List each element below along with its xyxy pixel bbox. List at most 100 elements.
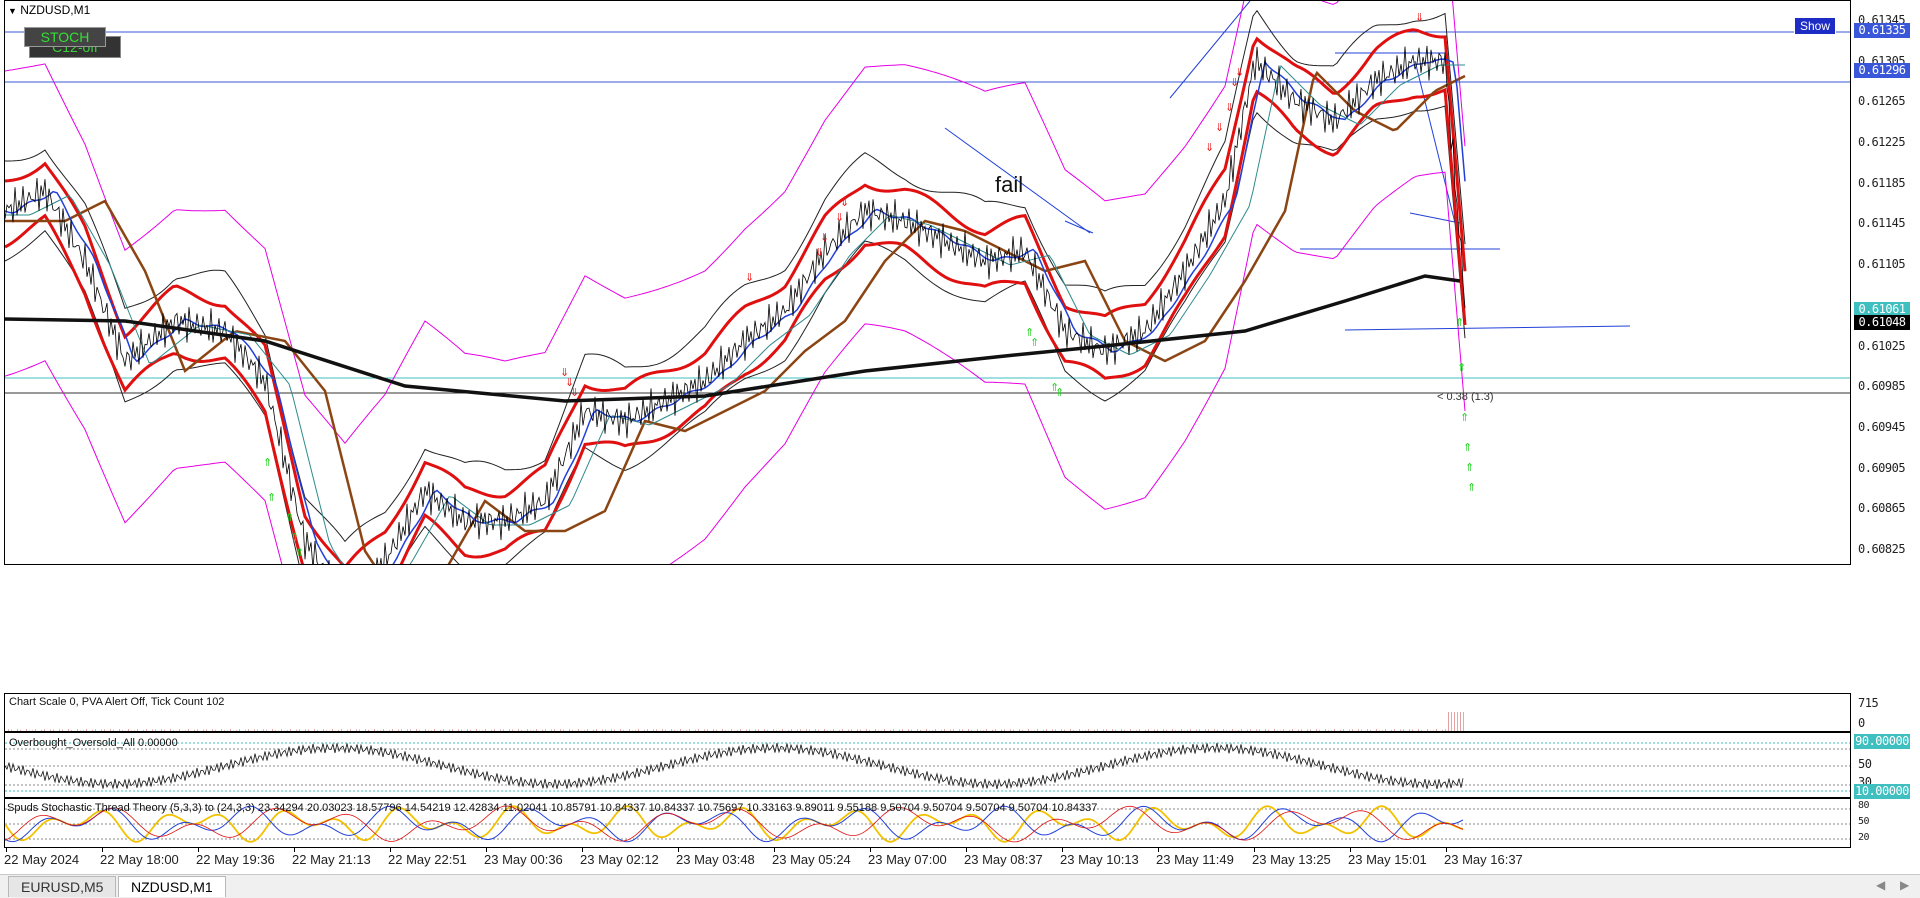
outer-band-lower: [5, 171, 1466, 564]
volume-bar: [239, 729, 240, 731]
volume-bar: [869, 729, 870, 731]
price-axis-label: 0.60985: [1858, 379, 1906, 394]
volume-bar: [1001, 729, 1002, 731]
buy-arrow-icon: ⇑: [1030, 337, 1039, 349]
volume-bar: [164, 729, 165, 731]
volume-bar: [596, 729, 597, 731]
volume-bar: [452, 729, 453, 731]
volume-bar: [323, 729, 324, 731]
volume-bar: [380, 730, 381, 731]
volume-bar: [1334, 729, 1335, 731]
volume-bar: [521, 730, 522, 731]
volume-bar: [326, 730, 327, 731]
volume-bar: [1424, 730, 1425, 731]
stoch-button[interactable]: STOCH: [24, 27, 106, 47]
volume-bar: [467, 729, 468, 731]
volume-bar: [1178, 730, 1179, 731]
time-axis-tick: [1446, 848, 1447, 852]
volume-bar: [53, 729, 54, 731]
volume-bar: [59, 729, 60, 731]
stoch-canvas: [5, 805, 1850, 843]
volume-bar: [722, 729, 723, 731]
measure-annotation: < 0.38 (1.3): [1437, 391, 1494, 403]
volume-bar: [398, 729, 399, 731]
volume-bar: [758, 729, 759, 731]
collapse-triangle-icon[interactable]: ▼: [8, 6, 17, 16]
volume-bar: [1217, 729, 1218, 731]
volume-bar: [476, 729, 477, 731]
volume-bar: [533, 730, 534, 731]
volume-bar: [407, 729, 408, 731]
volume-bar: [833, 729, 834, 731]
tab-nzdusd-m1[interactable]: NZDUSD,M1: [118, 876, 226, 897]
volume-bar: [1097, 729, 1098, 731]
volume-bar: [101, 729, 102, 731]
obos-panel[interactable]: [4, 732, 1851, 798]
volume-bar: [1136, 730, 1137, 731]
volume-bar: [827, 730, 828, 731]
outer-band-upper: [5, 1, 1466, 445]
obos-level-high-tag: 90.00000: [1854, 734, 1910, 749]
volume-bar: [1064, 729, 1065, 731]
time-axis-label: 23 May 10:13: [1060, 852, 1139, 867]
volume-bar: [974, 730, 975, 731]
volume-bar: [1373, 730, 1374, 731]
volume-bar: [1280, 730, 1281, 731]
volume-bar: [1433, 730, 1434, 731]
volume-bar: [1409, 729, 1410, 731]
volume-bar: [128, 729, 129, 731]
volume-bar: [119, 729, 120, 731]
volume-bar: [968, 729, 969, 731]
price-axis-label: 0.61185: [1858, 175, 1906, 190]
volume-bar: [1223, 729, 1224, 731]
volume-bar: [26, 729, 27, 731]
volume-bar: [671, 729, 672, 731]
volume-bar: [689, 729, 690, 731]
price-chart-canvas[interactable]: ⇑⇑⇑⇑⇑⇑⇑⇑⇑⇑⇑⇑⇑⇑⇑⇑⇑⇑⇓⇓⇓⇓⇓⇓⇓⇓⇓⇓⇓⇓⇓⇓ fail < …: [5, 1, 1851, 565]
volume-panel[interactable]: [4, 693, 1851, 732]
volume-bar: [1076, 730, 1077, 731]
volume-bar: [272, 729, 273, 731]
volume-bar: [1277, 730, 1278, 731]
volume-bar: [131, 730, 132, 731]
volume-bar: [494, 729, 495, 731]
volume-panel-title: Chart Scale 0, PVA Alert Off, Tick Count…: [9, 696, 225, 708]
volume-bar: [779, 730, 780, 731]
tab-eurusd-m5[interactable]: EURUSD,M5: [8, 876, 117, 897]
price-line: [5, 45, 1466, 564]
buy-arrow-icon: ⇑: [1465, 462, 1474, 474]
tab-scroll-left-icon[interactable]: ◀: [1876, 878, 1886, 892]
stoch-panel[interactable]: [4, 798, 1851, 848]
price-chart-panel[interactable]: ⇑⇑⇑⇑⇑⇑⇑⇑⇑⇑⇑⇑⇑⇑⇑⇑⇑⇑⇓⇓⇓⇓⇓⇓⇓⇓⇓⇓⇓⇓⇓⇓ fail < …: [4, 0, 1851, 565]
volume-bar: [365, 729, 366, 731]
volume-bar: [41, 729, 42, 731]
volume-bar: [146, 729, 147, 731]
volume-bar: [50, 729, 51, 731]
volume-bar: [500, 729, 501, 731]
volume-bar: [1034, 730, 1035, 731]
volume-bar: [818, 729, 819, 731]
volume-bar: [1376, 729, 1377, 731]
tab-scroll-right-icon[interactable]: ▶: [1900, 878, 1910, 892]
sell-arrow-icon: ⇓: [570, 387, 579, 399]
volume-bar: [950, 729, 951, 731]
volume-bar: [470, 729, 471, 731]
volume-bar: [110, 729, 111, 731]
volume-bar: [1181, 729, 1182, 731]
volume-bar: [1010, 729, 1011, 731]
volume-bar: [1403, 729, 1404, 731]
show-button[interactable]: Show: [1794, 17, 1836, 35]
volume-bar: [881, 730, 882, 731]
volume-bar: [386, 730, 387, 731]
volume-bar: [62, 729, 63, 731]
time-axis-tick: [966, 848, 967, 852]
volume-scale-max: 715: [1858, 696, 1879, 710]
volume-bar: [725, 730, 726, 731]
volume-bar: [935, 729, 936, 731]
sell-arrow-icon: ⇓: [1230, 77, 1239, 89]
volume-bar: [68, 729, 69, 731]
volume-bar: [1316, 729, 1317, 731]
volume-bar: [137, 729, 138, 731]
volume-bar: [1352, 729, 1353, 731]
volume-bar: [1154, 729, 1155, 731]
